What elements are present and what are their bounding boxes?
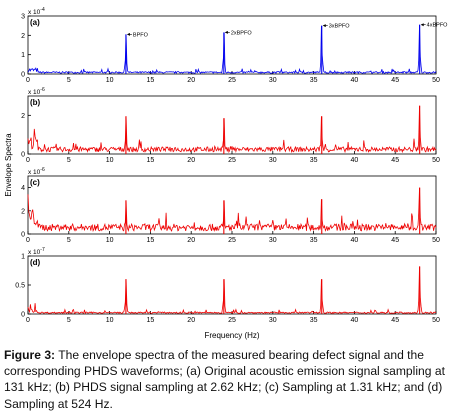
panel-0-axes-box <box>27 15 437 75</box>
panel-0-xtick-label-6: 30 <box>269 77 277 84</box>
panel-1-axes-box <box>27 95 437 155</box>
y-axis-label: Envelope Spectra <box>4 133 13 197</box>
panel-0-annotation-3: 4xBPFO <box>427 23 449 29</box>
panel-2-spectrum-line <box>27 187 437 233</box>
panel-0-xtick-label-9: 45 <box>391 77 399 84</box>
panel-0-annotation-2: 3xBPFO <box>329 24 351 30</box>
panel-0-ytick-label-1: 1 <box>21 52 25 59</box>
panel-0-xtick-label-5: 25 <box>228 77 236 84</box>
panel-3-xtick-label-9: 45 <box>391 317 399 324</box>
caption-label: Figure 3: <box>4 348 56 362</box>
panel-1-xtick-label-3: 15 <box>147 157 155 164</box>
panel-1-ytick-label-1: 2 <box>21 113 25 120</box>
panel-2-xtick-label-7: 35 <box>310 237 318 244</box>
panel-2-xtick-label-9: 45 <box>391 237 399 244</box>
panel-3-ytick-label-0: 0 <box>21 312 25 319</box>
panel-3-xtick-label-5: 25 <box>228 317 236 324</box>
panel-2-xtick-label-8: 40 <box>351 237 359 244</box>
panel-3-xtick-label-3: 15 <box>147 317 155 324</box>
panel-1-xtick-label-8: 40 <box>351 157 359 164</box>
panel-3-xtick-label-1: 5 <box>67 317 71 324</box>
panel-0-ytick-label-3: 3 <box>21 14 25 21</box>
panel-0-xtick-label-4: 20 <box>187 77 195 84</box>
panel-0-spectrum-line <box>27 24 437 75</box>
panel-2-xtick-label-0: 0 <box>26 237 30 244</box>
panel-1-xtick-label-4: 20 <box>187 157 195 164</box>
panel-2-xtick-label-2: 10 <box>106 237 114 244</box>
panel-3-xtick-label-4: 20 <box>187 317 195 324</box>
panel-1-label: (b) <box>30 98 41 107</box>
panel-0-ytick-label-0: 0 <box>21 72 25 79</box>
figure-caption: Figure 3: The envelope spectra of the me… <box>4 347 462 412</box>
panel-3-xtick-label-0: 0 <box>26 317 30 324</box>
panel-3-xtick-label-6: 30 <box>269 317 277 324</box>
panel-0-ytick-label-2: 2 <box>21 33 25 40</box>
panel-0-annotation-arrowhead-0 <box>126 32 130 36</box>
panel-0-label: (a) <box>30 18 40 27</box>
panel-1-xtick-label-2: 10 <box>106 157 114 164</box>
panel-3-ytick-label-1: 0.5 <box>15 283 25 290</box>
panel-2-exponent-label: x 10-6 <box>28 167 45 176</box>
panel-3-label: (d) <box>30 258 41 267</box>
panel-3-xtick-label-10: 50 <box>432 317 440 324</box>
panel-3-exponent-label: x 10-7 <box>28 247 45 256</box>
caption-text: The envelope spectra of the measured bea… <box>4 348 445 411</box>
panel-2-xtick-label-5: 25 <box>228 237 236 244</box>
panel-1-xtick-label-7: 35 <box>310 157 318 164</box>
panel-1-exponent-label: x 10-6 <box>28 87 45 96</box>
panel-1-xtick-label-6: 30 <box>269 157 277 164</box>
panel-2-xtick-label-4: 20 <box>187 237 195 244</box>
x-axis-label: Frequency (Hz) <box>204 331 259 340</box>
panel-2-ytick-label-2: 4 <box>21 185 25 192</box>
panel-1-xtick-label-1: 5 <box>67 157 71 164</box>
panel-0-annotation-arrowhead-2 <box>322 24 326 28</box>
panel-3-xtick-label-8: 40 <box>351 317 359 324</box>
panel-1-xtick-label-9: 45 <box>391 157 399 164</box>
panel-0-xtick-label-8: 40 <box>351 77 359 84</box>
panel-0-exponent-label: x 10-4 <box>28 7 45 16</box>
panel-0-annotation-1: 2xBPFO <box>231 30 253 36</box>
panel-1-xtick-label-10: 50 <box>432 157 440 164</box>
panel-0-xtick-label-3: 15 <box>147 77 155 84</box>
panel-0-xtick-label-1: 5 <box>67 77 71 84</box>
panel-3-xtick-label-7: 35 <box>310 317 318 324</box>
panel-3-ytick-label-2: 1 <box>21 254 25 261</box>
panel-1-xtick-label-0: 0 <box>26 157 30 164</box>
panel-0-xtick-label-2: 10 <box>106 77 114 84</box>
panel-3-xtick-label-2: 10 <box>106 317 114 324</box>
panel-3-spectrum-line <box>27 266 437 315</box>
panel-0-annotation-arrowhead-3 <box>420 23 424 27</box>
panel-2-ytick-label-0: 0 <box>21 232 25 239</box>
panel-0-annotation-0: BPFO <box>133 32 149 38</box>
panel-2-ytick-label-1: 2 <box>21 208 25 215</box>
panel-2-xtick-label-3: 15 <box>147 237 155 244</box>
panel-2-xtick-label-6: 30 <box>269 237 277 244</box>
panel-0-annotation-arrowhead-1 <box>224 30 228 34</box>
panel-1-ytick-label-0: 0 <box>21 152 25 159</box>
panel-2-xtick-label-1: 5 <box>67 237 71 244</box>
panel-2-label: (c) <box>30 178 40 187</box>
panel-1-spectrum-line <box>27 105 437 154</box>
panel-0-xtick-label-0: 0 <box>26 77 30 84</box>
panel-0-xtick-label-10: 50 <box>432 77 440 84</box>
panel-3-axes-box <box>27 255 437 315</box>
panel-2-xtick-label-10: 50 <box>432 237 440 244</box>
panel-1-xtick-label-5: 25 <box>228 157 236 164</box>
panel-0-xtick-label-7: 35 <box>310 77 318 84</box>
